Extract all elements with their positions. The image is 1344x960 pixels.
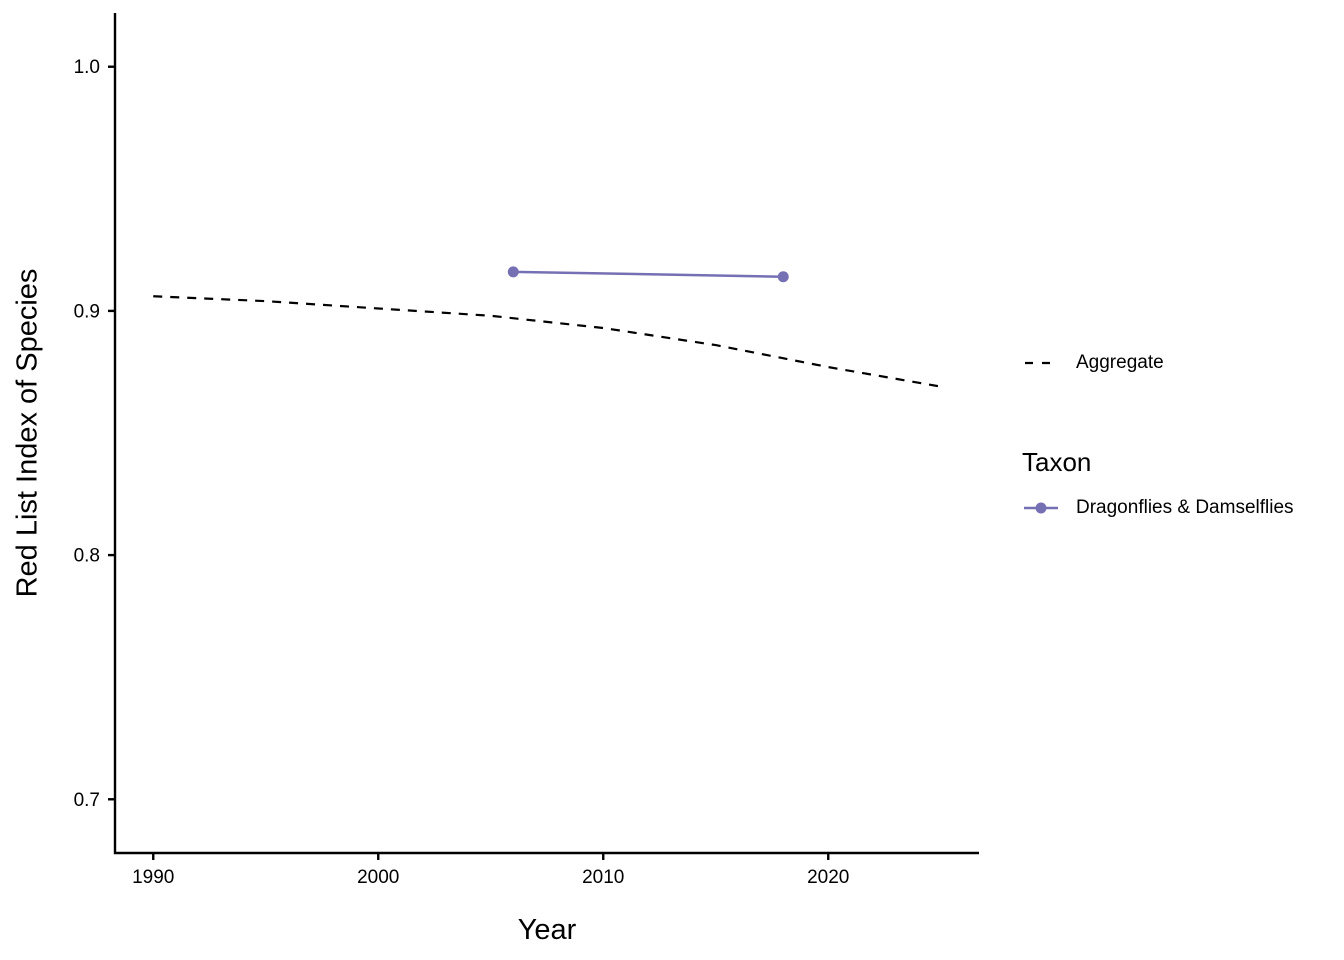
dragonflies-point-line-key-icon: [1024, 502, 1058, 514]
legend-item-dragonflies: Dragonflies & Damselflies: [1024, 495, 1294, 521]
x-tick-label: 1990: [132, 867, 174, 888]
y-axis-title: Red List Index of Species: [11, 268, 44, 598]
x-tick-label: 2020: [807, 867, 849, 888]
y-tick-label: 0.8: [74, 546, 100, 567]
series-line-aggregate: [153, 295, 941, 388]
axis-lines: [113, 13, 979, 855]
x-tick-label: 2000: [357, 867, 399, 888]
x-axis-title: Year: [517, 914, 577, 946]
data-point: [777, 271, 789, 283]
legend-label-dragonflies: Dragonflies & Damselflies: [1076, 497, 1294, 518]
data-point: [507, 266, 519, 278]
aggregate-dashed-line-key-icon: [1025, 361, 1057, 365]
y-tick-label: 0.9: [74, 301, 100, 322]
y-tick-label: 0.7: [74, 790, 100, 811]
y-tick-label: 1.0: [74, 57, 100, 78]
legend-title-taxon: Taxon: [1022, 447, 1092, 477]
legend-label-aggregate: Aggregate: [1076, 352, 1164, 373]
legend-item-aggregate: Aggregate: [1024, 350, 1164, 376]
x-tick-label: 2010: [582, 867, 624, 888]
series-line-dragonflies-damselflies: [513, 270, 784, 278]
